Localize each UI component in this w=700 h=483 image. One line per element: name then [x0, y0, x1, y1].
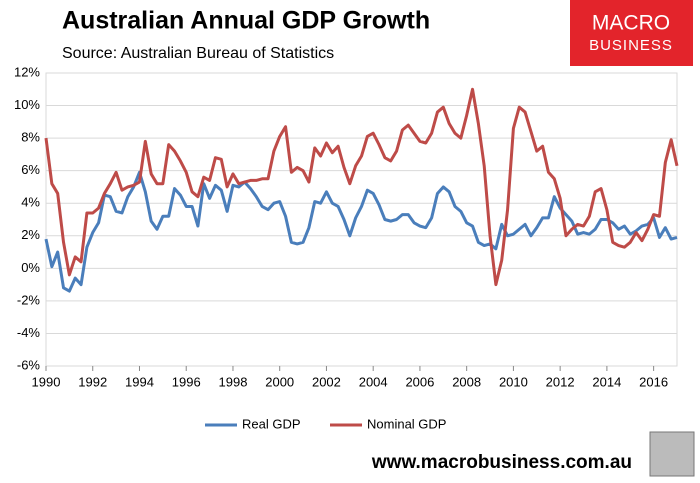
- x-tick-label: 2014: [592, 374, 621, 389]
- y-tick-label: 6%: [21, 162, 40, 177]
- plot-area: [45, 72, 678, 367]
- x-tick-label: 2008: [452, 374, 481, 389]
- footer: www.macrobusiness.com.au: [371, 452, 632, 473]
- x-tick-label: 1998: [219, 374, 248, 389]
- x-tick-label: 2012: [546, 374, 575, 389]
- y-tick-label: -2%: [17, 292, 41, 307]
- logo-image: [649, 431, 695, 477]
- chart-subtitle: Source: Australian Bureau of Statistics: [62, 45, 334, 62]
- y-tick-label: 4%: [21, 195, 40, 210]
- x-tick-label: 1996: [172, 374, 201, 389]
- legend-label: Nominal GDP: [367, 416, 446, 431]
- x-tick-label: 2016: [639, 374, 668, 389]
- x-tick-label: 1992: [78, 374, 107, 389]
- series-line: [44, 87, 679, 287]
- x-tick-label: 1994: [125, 374, 154, 389]
- logo-box: [570, 0, 693, 66]
- y-tick-label: 2%: [21, 227, 40, 242]
- x-tick-label: 2002: [312, 374, 341, 389]
- x-tick-label: 2006: [405, 374, 434, 389]
- logo-text: BUSINESS: [589, 37, 673, 54]
- y-tick-label: 12%: [14, 64, 40, 79]
- y-tick-label: 0%: [21, 260, 40, 275]
- y-tick-label: 8%: [21, 130, 40, 145]
- logo-text: MACRO: [592, 12, 670, 35]
- x-tick-label: 2004: [359, 374, 388, 389]
- x-tick-label: 1990: [32, 374, 61, 389]
- x-tick-label: 2010: [499, 374, 528, 389]
- y-tick-label: 10%: [14, 97, 40, 112]
- y-tick-label: -4%: [17, 325, 41, 340]
- legend-label: Real GDP: [242, 416, 301, 431]
- chart-title: Australian Annual GDP Growth: [62, 7, 430, 35]
- y-tick-label: -6%: [17, 357, 41, 372]
- series-line: [44, 170, 678, 293]
- x-tick-label: 2000: [265, 374, 294, 389]
